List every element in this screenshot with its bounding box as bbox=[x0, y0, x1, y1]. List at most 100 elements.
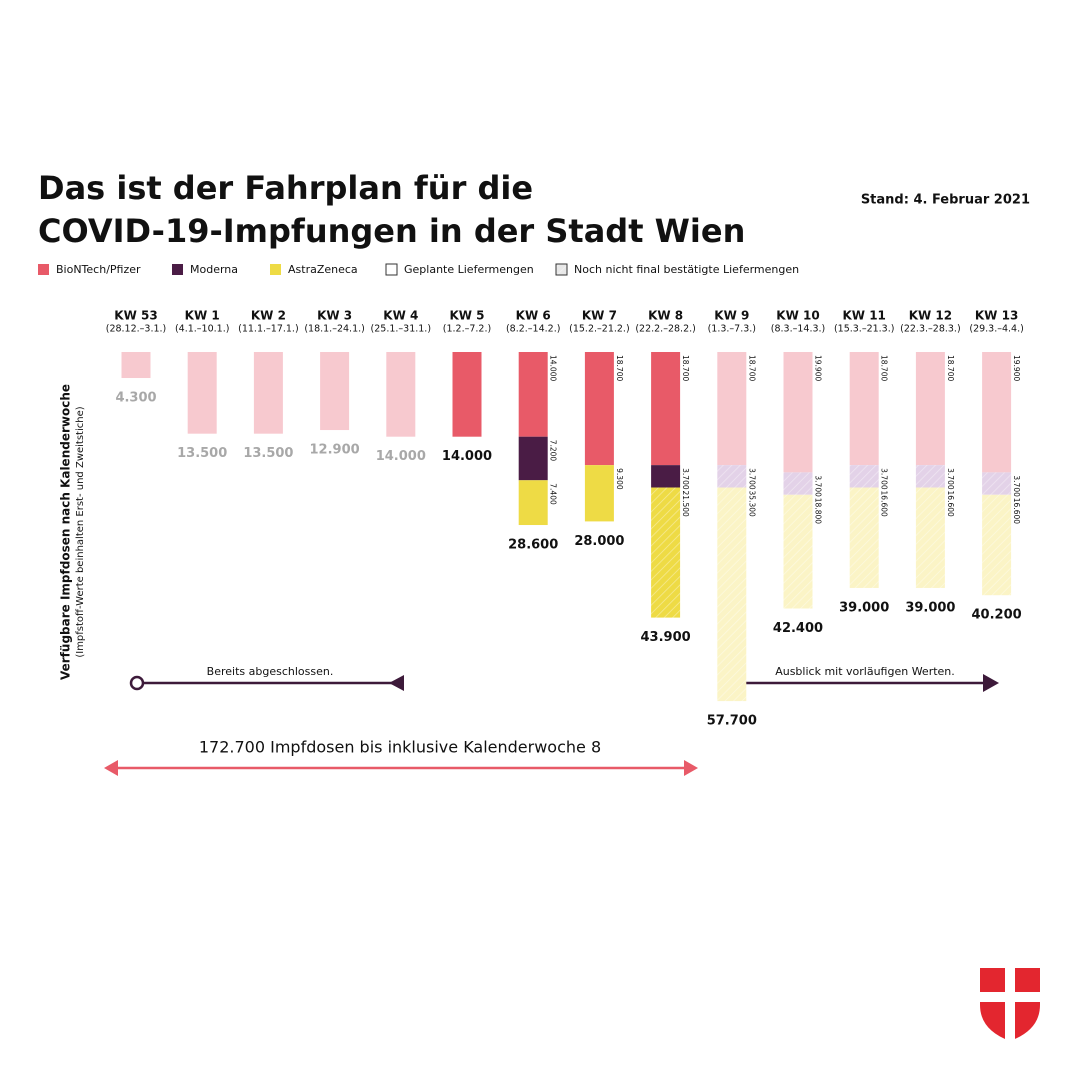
segment-label: 7.400 bbox=[549, 483, 558, 505]
title-line: COVID-19-Impfungen in der Stadt Wien bbox=[38, 212, 745, 250]
bar-segment bbox=[717, 465, 747, 488]
bar-segment bbox=[452, 352, 482, 437]
total-label: 28.000 bbox=[574, 534, 624, 549]
segment-label: 18.800 bbox=[814, 498, 823, 524]
timeline-start bbox=[129, 675, 145, 691]
total-label: 28.600 bbox=[508, 538, 558, 553]
bar-segment bbox=[651, 487, 681, 618]
bar-segment bbox=[386, 352, 416, 437]
timeline-end bbox=[389, 675, 404, 691]
total-label: 42.400 bbox=[773, 621, 823, 636]
category-label: KW 53 bbox=[114, 309, 157, 323]
segment-label: 21.500 bbox=[681, 491, 690, 517]
segment-label: 3.700 bbox=[747, 468, 756, 490]
bar-segment bbox=[982, 352, 1012, 473]
segment-label: 19.900 bbox=[814, 355, 823, 381]
legend-swatch bbox=[38, 264, 49, 275]
category-date: (25.1.–31.1.) bbox=[371, 324, 432, 335]
legend-swatch bbox=[555, 263, 568, 276]
category-date: (4.1.–10.1.) bbox=[175, 324, 229, 335]
category-label: KW 4 bbox=[383, 309, 418, 323]
bar-segment bbox=[982, 494, 1012, 596]
sum-arrow bbox=[104, 760, 118, 776]
segment-label: 3.700 bbox=[814, 475, 823, 497]
sum-arrow bbox=[684, 760, 698, 776]
legend-swatch bbox=[172, 264, 183, 275]
category-date: (28.12.–3.1.) bbox=[106, 324, 167, 335]
y-sublabel: (Impfstoff-Werte beinhalten Erst- und Zw… bbox=[75, 406, 86, 657]
category-label: KW 11 bbox=[842, 309, 885, 323]
stand: Stand: 4. Februar 2021 bbox=[861, 193, 1030, 208]
segment-label: 7.200 bbox=[549, 440, 558, 462]
segment-label: 14.000 bbox=[549, 355, 558, 381]
category-date: (15.3.–21.3.) bbox=[834, 324, 895, 335]
category-date: (8.2.–14.2.) bbox=[506, 324, 560, 335]
annotation: Ausblick mit vorläufigen Werten. bbox=[775, 665, 955, 678]
total-label: 57.700 bbox=[707, 714, 757, 729]
annotation: Bereits abgeschlossen. bbox=[207, 665, 334, 678]
total-label: 43.900 bbox=[641, 630, 691, 645]
segment-label: 16.600 bbox=[880, 491, 889, 517]
y-label: Verfügbare Impfdosen nach Kalenderwoche bbox=[59, 384, 73, 680]
bar-segment bbox=[651, 465, 681, 488]
bar-segment bbox=[915, 487, 945, 588]
bar-segment bbox=[121, 352, 151, 379]
legend-swatch bbox=[270, 264, 281, 275]
bar-segment bbox=[717, 487, 747, 702]
segment-label: 35.300 bbox=[747, 491, 756, 517]
bar-segment bbox=[849, 487, 879, 588]
bar-segment bbox=[915, 352, 945, 466]
segment-label: 16.600 bbox=[1012, 498, 1021, 524]
category-label: KW 5 bbox=[449, 309, 484, 323]
bar-segment bbox=[584, 465, 614, 522]
category-label: KW 7 bbox=[582, 309, 617, 323]
category-date: (1.3.–7.3.) bbox=[708, 324, 756, 335]
category-date: (15.2.–21.2.) bbox=[569, 324, 630, 335]
bar-segment bbox=[320, 352, 350, 431]
logo bbox=[980, 968, 1040, 1041]
bar-segment bbox=[518, 436, 548, 481]
legend-label: Moderna bbox=[190, 263, 238, 276]
category-label: KW 9 bbox=[714, 309, 749, 323]
bar-segment bbox=[518, 480, 548, 526]
category-label: KW 12 bbox=[909, 309, 952, 323]
total-label: 39.000 bbox=[905, 600, 955, 615]
total-label: 14.000 bbox=[442, 449, 492, 464]
legend-label: Noch nicht final bestätigte Liefermengen bbox=[574, 263, 799, 276]
legend-swatch bbox=[385, 263, 398, 276]
bar-segment bbox=[253, 352, 283, 434]
legend-label: Geplante Liefermengen bbox=[404, 263, 534, 276]
category-label: KW 10 bbox=[776, 309, 819, 323]
total-label: 12.900 bbox=[310, 443, 360, 458]
category-date: (22.3.–28.3.) bbox=[900, 324, 961, 335]
segment-label: 18.700 bbox=[946, 355, 955, 381]
category-date: (18.1.–24.1.) bbox=[304, 324, 365, 335]
bar-segment bbox=[849, 465, 879, 488]
segment-label: 18.700 bbox=[681, 355, 690, 381]
category-label: KW 6 bbox=[516, 309, 551, 323]
bar-segment bbox=[187, 352, 217, 434]
timeline-end bbox=[983, 674, 999, 692]
total-label: 4.300 bbox=[115, 391, 156, 406]
total-label: 13.500 bbox=[177, 446, 227, 461]
category-label: KW 2 bbox=[251, 309, 286, 323]
bar-segment bbox=[849, 352, 879, 466]
bar-segment bbox=[717, 352, 747, 466]
legend-label: BioNTech/Pfizer bbox=[56, 263, 141, 276]
legend-label: AstraZeneca bbox=[288, 263, 358, 276]
category-label: KW 1 bbox=[185, 309, 220, 323]
annotation: 172.700 Impfdosen bis inklusive Kalender… bbox=[199, 738, 601, 757]
bar-segment bbox=[982, 472, 1012, 495]
total-label: 13.500 bbox=[243, 446, 293, 461]
category-label: KW 3 bbox=[317, 309, 352, 323]
segment-label: 9.300 bbox=[615, 468, 624, 490]
segment-label: 18.700 bbox=[615, 355, 624, 381]
bar-segment bbox=[584, 352, 614, 466]
category-date: (8.3.–14.3.) bbox=[771, 324, 825, 335]
bar-segment bbox=[915, 465, 945, 488]
category-date: (22.2.–28.2.) bbox=[635, 324, 696, 335]
total-label: 39.000 bbox=[839, 600, 889, 615]
segment-label: 18.700 bbox=[880, 355, 889, 381]
total-label: 40.200 bbox=[972, 608, 1022, 623]
